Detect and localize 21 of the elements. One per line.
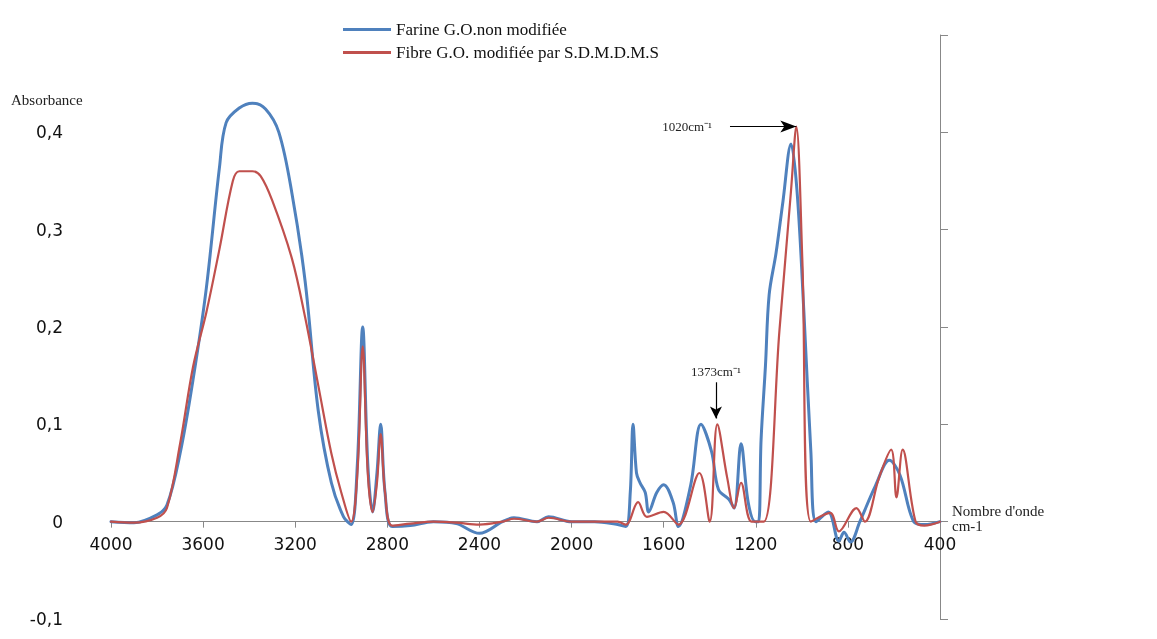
x-tick-label: 4000 [89, 534, 133, 555]
y-tick-label: 0,3 [35, 219, 63, 240]
legend-label: Fibre G.O. modifiée par S.D.M.D.M.S [396, 43, 660, 62]
x-tick-label: 400 [923, 534, 957, 555]
x-tick-label: 3200 [273, 534, 317, 555]
y-tick-label: -0,1 [29, 609, 63, 629]
annotation: 1373cm⁻¹ [691, 364, 741, 380]
y-axis-title: Absorbance [11, 91, 83, 108]
y-tick-label: 0,2 [35, 317, 63, 337]
legend-label: Farine G.O.non modifiée [396, 20, 567, 39]
y-tick-label: 0,1 [35, 414, 63, 435]
x-tick-label: 2000 [549, 534, 594, 555]
y-tick-label: 0 [52, 511, 63, 532]
x-tick-label: 3600 [181, 534, 225, 555]
x-tick-label: 1200 [734, 534, 778, 555]
annotation: 1020cm⁻¹ [662, 118, 713, 134]
x-tick-label: 1600 [642, 534, 686, 555]
x-tick-label: 2400 [457, 534, 502, 555]
y-tick-label: 0,4 [35, 122, 63, 143]
x-tick-label: 2800 [365, 534, 409, 555]
x-axis-title: Nombre d'onde cm-1 [952, 503, 1045, 535]
